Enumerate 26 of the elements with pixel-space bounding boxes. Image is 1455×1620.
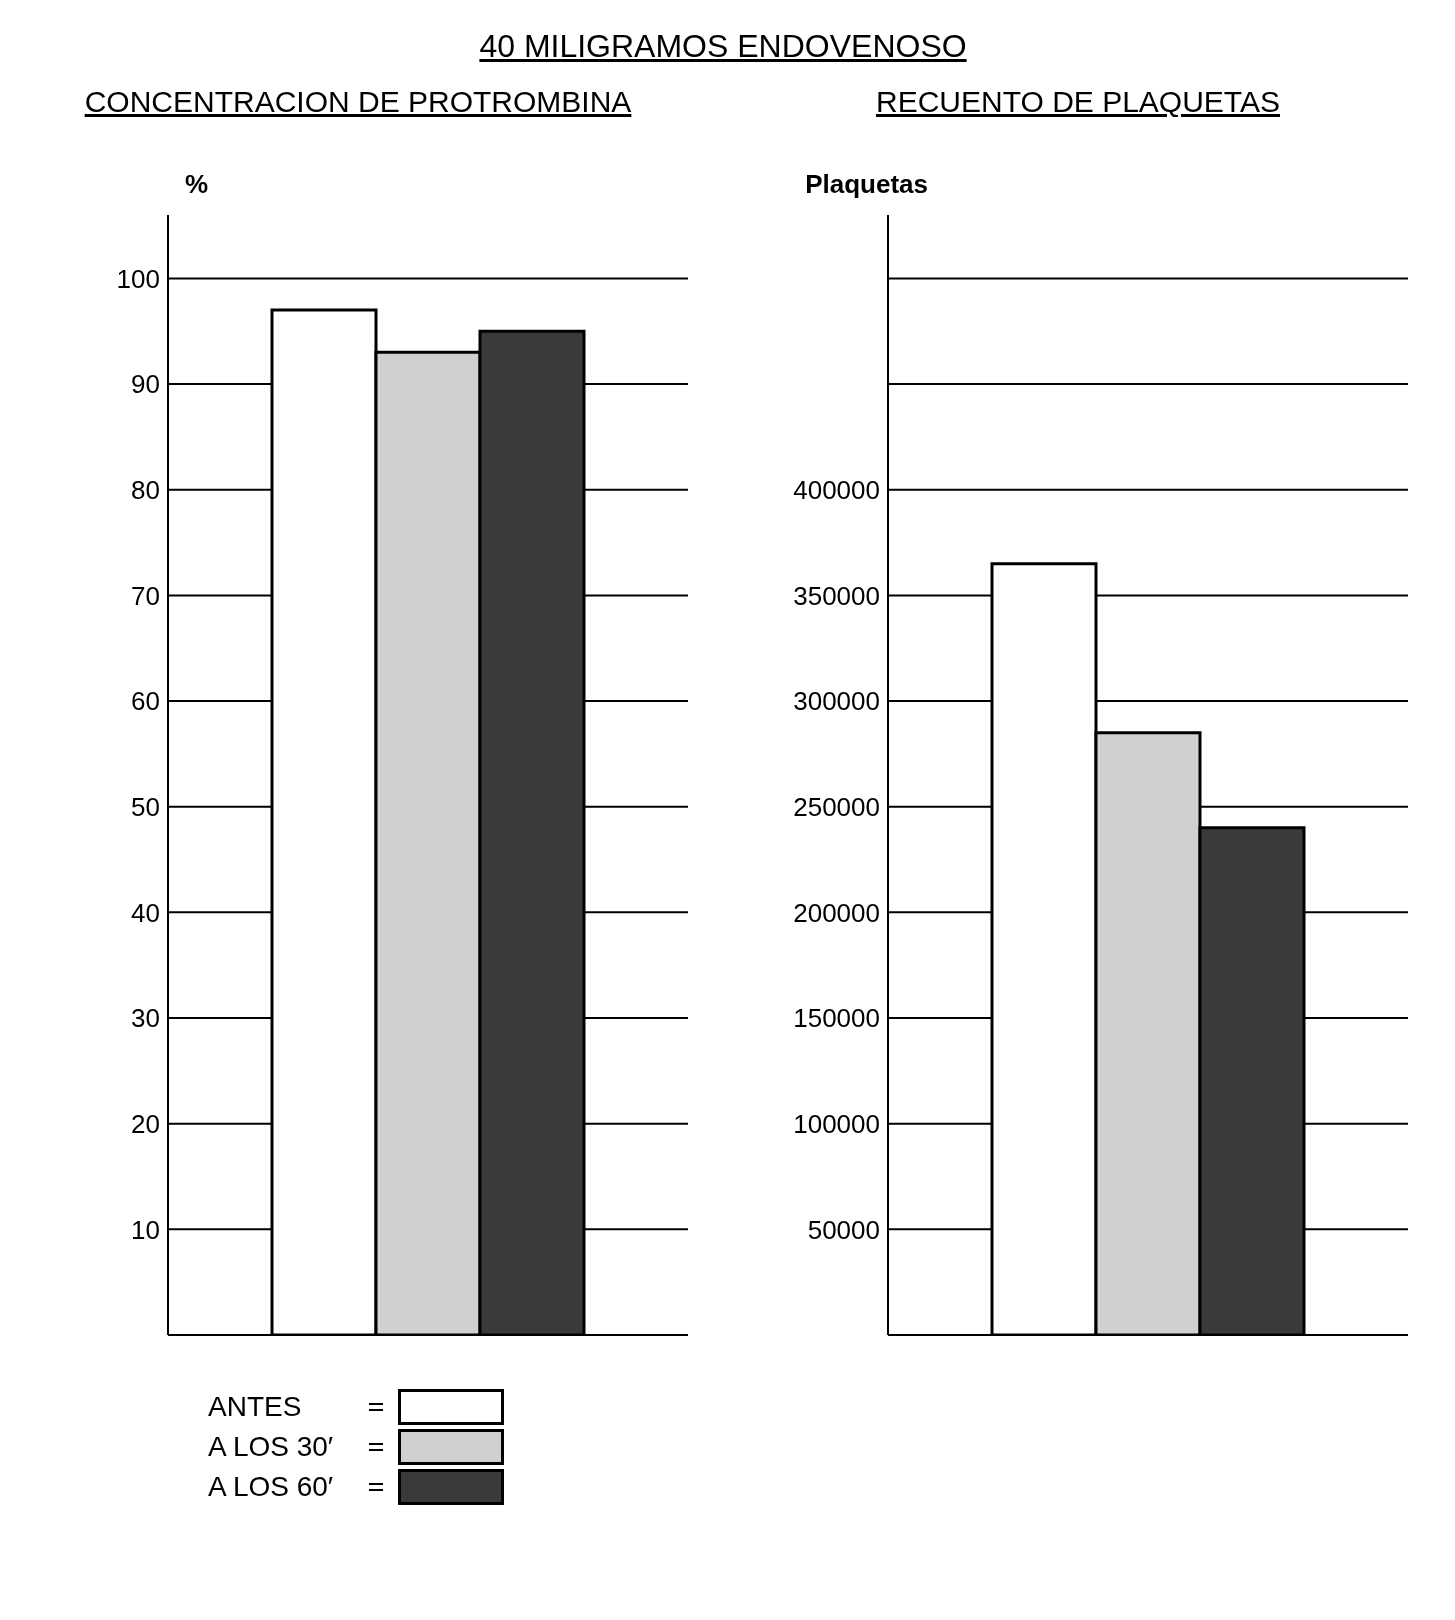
y-tick-label: 50 bbox=[131, 791, 160, 822]
y-tick-label: 80 bbox=[131, 474, 160, 505]
y-tick-label: 90 bbox=[131, 369, 160, 400]
y-tick-label: 50000 bbox=[807, 1214, 880, 1245]
y-tick-label: 100000 bbox=[793, 1108, 880, 1139]
y-tick-label: 200000 bbox=[793, 897, 880, 928]
y-tick-label: 250000 bbox=[793, 791, 880, 822]
y-axis-title: Plaquetas bbox=[805, 169, 928, 200]
y-tick-label: 30 bbox=[131, 1003, 160, 1034]
y-tick-label: 400000 bbox=[793, 474, 880, 505]
chart-title: RECUENTO DE PLAQUETAS bbox=[875, 85, 1281, 120]
y-tick-label: 350000 bbox=[793, 580, 880, 611]
y-axis-title: % bbox=[184, 169, 208, 200]
y-tick-label: 40 bbox=[131, 897, 160, 928]
legend-label: A LOS 30′ bbox=[208, 1431, 335, 1463]
y-tick-label: 70 bbox=[131, 580, 160, 611]
y-tick-label: 150000 bbox=[793, 1003, 880, 1034]
text: 40 MILIGRAMOS ENDOVENOSO bbox=[478, 27, 968, 66]
legend-label: A LOS 60′ bbox=[208, 1471, 335, 1503]
y-tick-label: 60 bbox=[131, 686, 160, 717]
chart-title: CONCENTRACION DE PROTROMBINA bbox=[83, 85, 633, 120]
y-tick-label: 20 bbox=[131, 1108, 160, 1139]
y-tick-label: 300000 bbox=[793, 686, 880, 717]
series-label: ANTES bbox=[208, 1391, 303, 1423]
y-tick-label: 100 bbox=[116, 263, 160, 294]
y-tick-label: 10 bbox=[131, 1214, 160, 1245]
